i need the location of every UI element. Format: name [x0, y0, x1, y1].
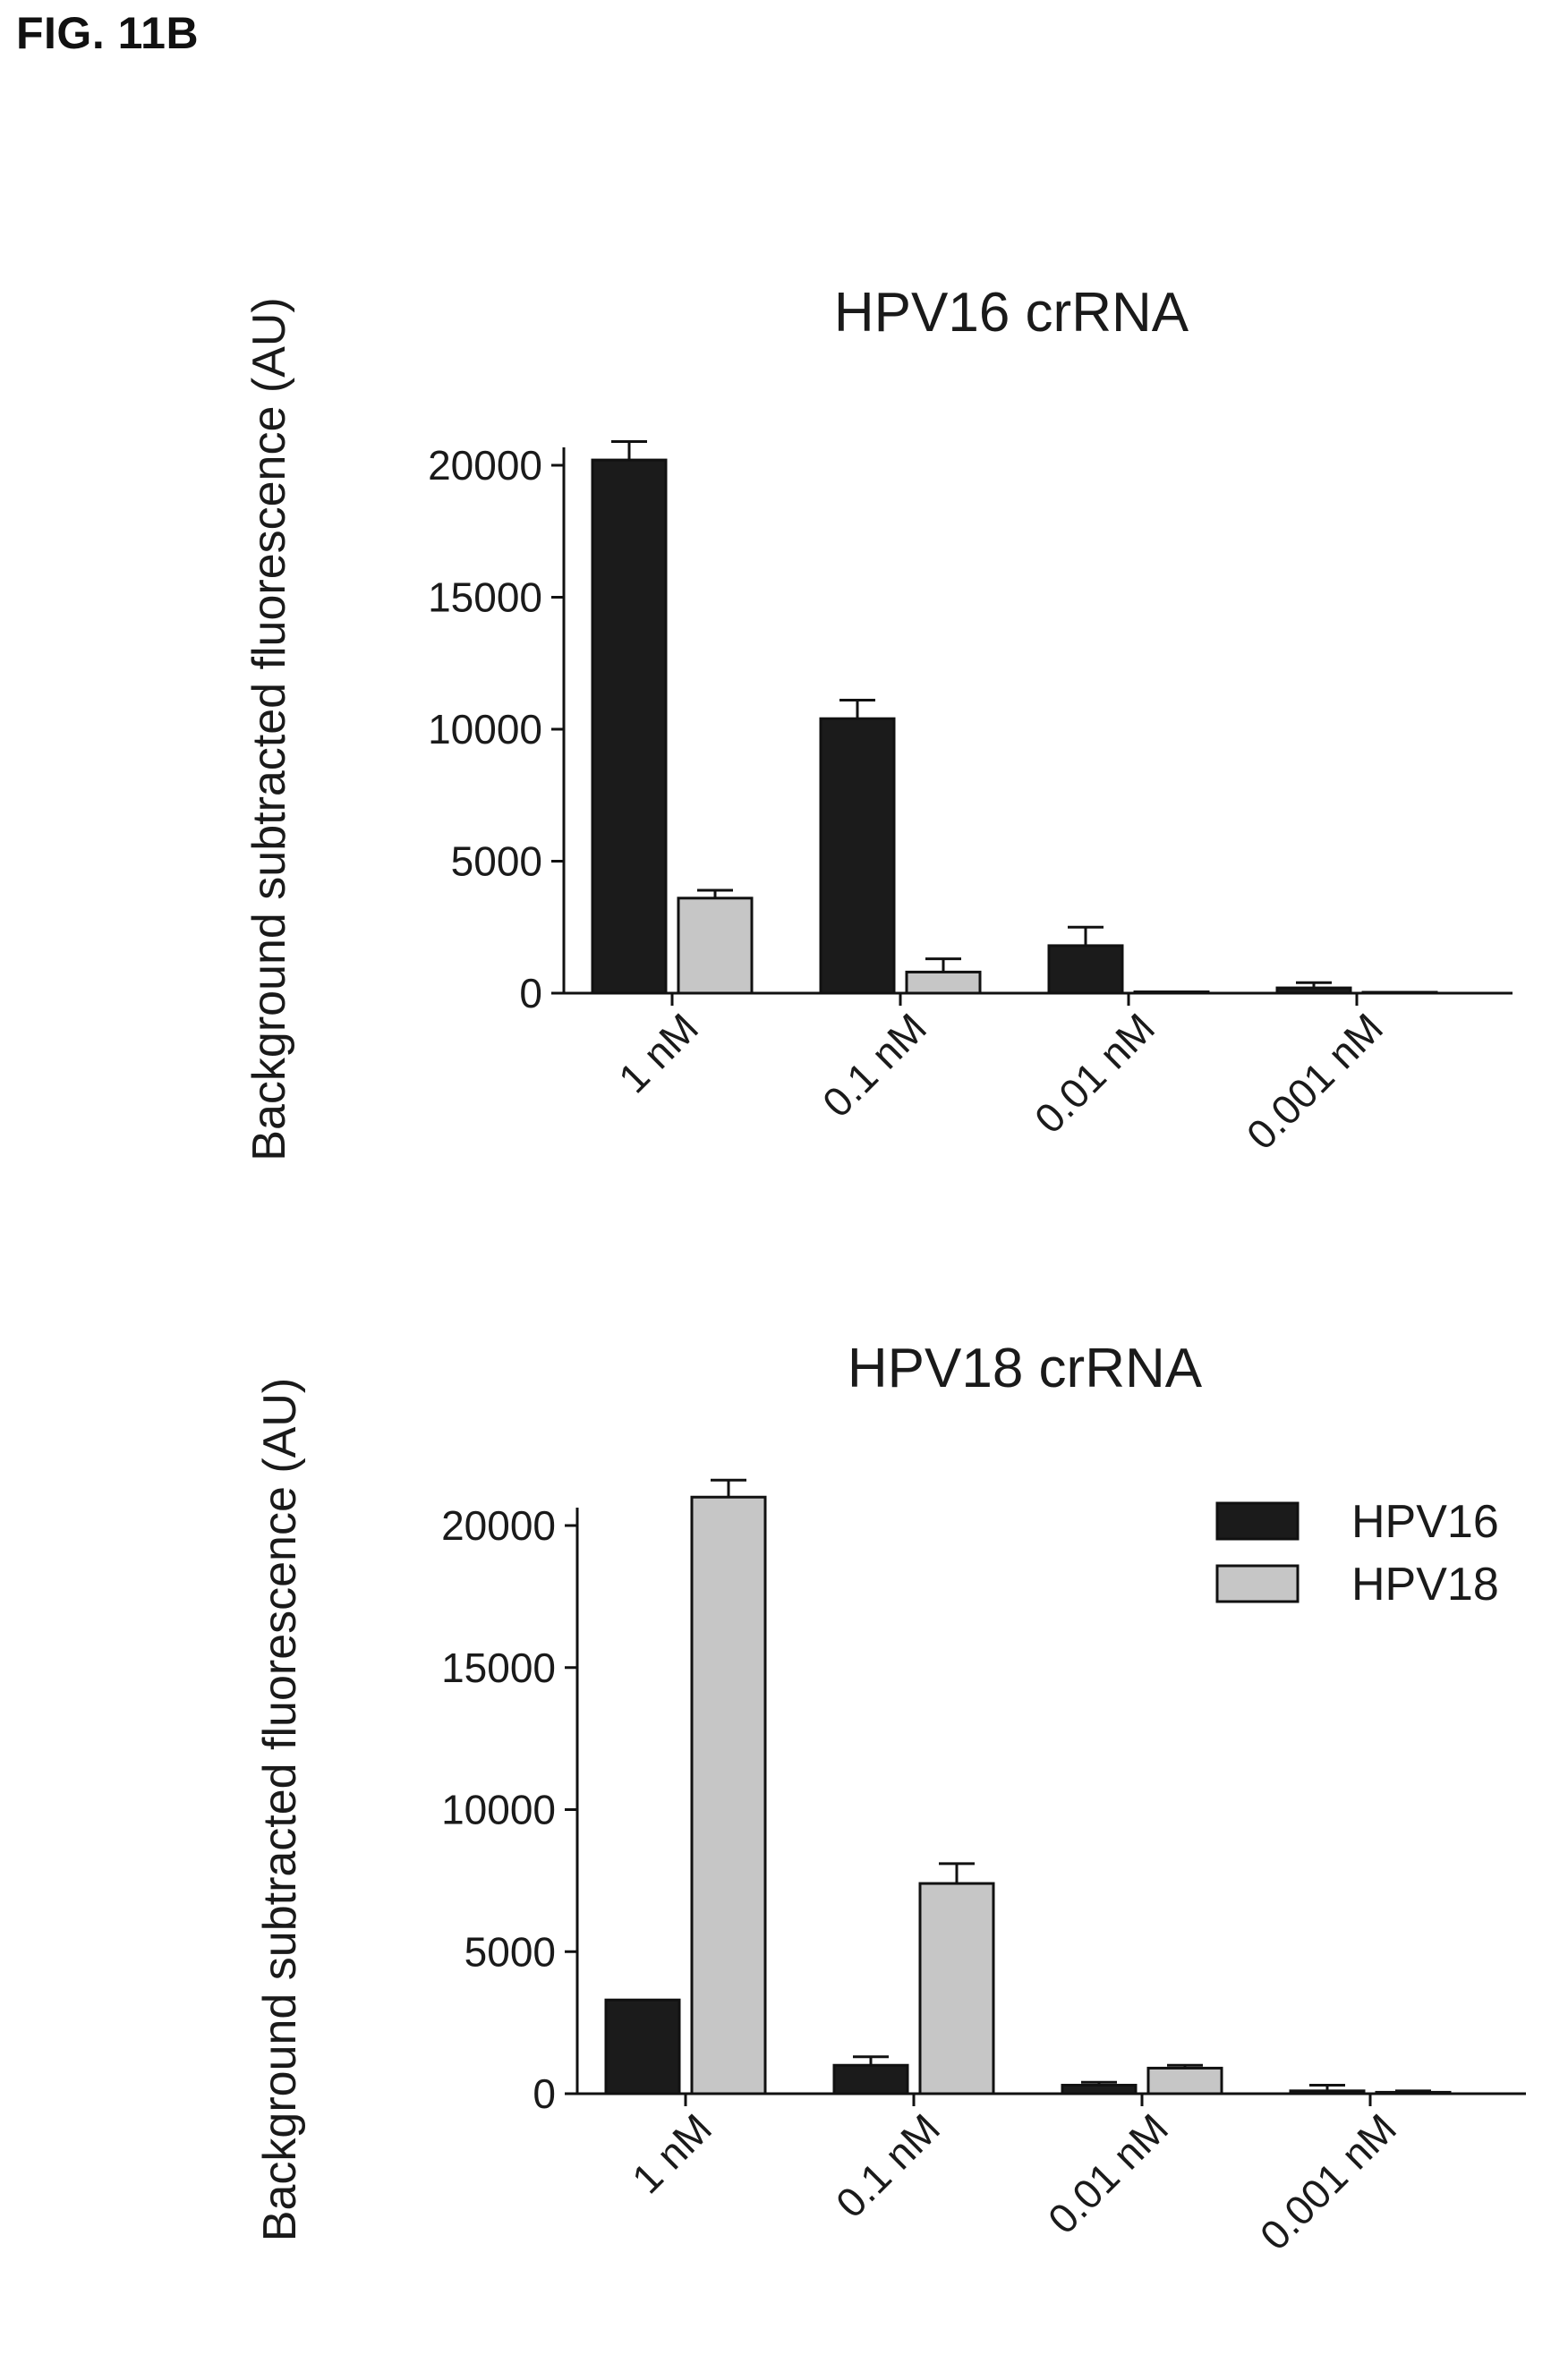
bar-hpv16: [591, 458, 668, 995]
bar-hpv16: [1047, 944, 1124, 995]
x-tick-label: 0.001 nM: [1251, 2104, 1405, 2258]
bar-hpv18: [677, 897, 754, 995]
bar-hpv16: [1275, 986, 1352, 995]
x-tick-label: 0.01 nM: [1026, 1004, 1163, 1142]
y-axis-label: Background subtracted fluorescence (AU): [254, 1378, 306, 2241]
bar-hpv16: [1061, 2083, 1138, 2095]
y-tick-label: 20000: [428, 442, 542, 489]
bar-hpv18: [1375, 2090, 1452, 2095]
chart-hpv16-crrna: HPV16 crRNA Background subtracted fluores…: [243, 282, 1513, 1161]
legend-swatch-hpv16: [1215, 1501, 1300, 1541]
x-tick-label: 0.01 nM: [1039, 2104, 1177, 2242]
bar-hpv16: [604, 1998, 681, 2095]
x-tick-label: 0.001 nM: [1238, 1004, 1392, 1158]
y-tick-label: 0: [519, 970, 542, 1016]
legend-label-hpv16: HPV16: [1351, 1496, 1499, 1548]
bar-hpv16: [1289, 2089, 1366, 2095]
y-tick-label: 5000: [464, 1928, 556, 1975]
x-tick-label: 1 nM: [623, 2104, 720, 2202]
bar-hpv18: [918, 1882, 995, 2095]
y-tick-label: 15000: [441, 1645, 556, 1691]
legend-swatch-hpv18: [1215, 1564, 1300, 1603]
bar-hpv18: [1146, 2066, 1223, 2095]
figure-label: FIG. 11B: [16, 8, 200, 58]
x-tick-label: 1 nM: [609, 1004, 707, 1101]
bar-hpv18: [1133, 990, 1210, 995]
x-tick-label: 0.1 nM: [827, 2104, 949, 2226]
x-tick-label: 0.1 nM: [814, 1004, 935, 1126]
chart-title: HPV16 crRNA: [834, 282, 1189, 344]
bar-hpv18: [1361, 990, 1438, 995]
chart-hpv18-crrna: HPV18 crRNA Background subtracted fluores…: [254, 1338, 1526, 2259]
y-tick-label: 20000: [441, 1502, 556, 1549]
y-tick-label: 5000: [451, 838, 542, 885]
legend-label-hpv18: HPV18: [1351, 1559, 1499, 1611]
bar-hpv16: [832, 2063, 909, 2095]
y-tick-label: 15000: [428, 574, 542, 621]
bar-hpv16: [819, 717, 896, 995]
chart-title: HPV18 crRNA: [848, 1338, 1203, 1399]
bar-hpv18: [690, 1495, 767, 2095]
y-axis-label: Background subtracted fluorescence (AU): [243, 297, 295, 1160]
y-tick-label: 0: [533, 2070, 556, 2117]
bar-hpv18: [905, 970, 982, 995]
y-tick-label: 10000: [441, 1787, 556, 1833]
y-tick-label: 10000: [428, 706, 542, 752]
